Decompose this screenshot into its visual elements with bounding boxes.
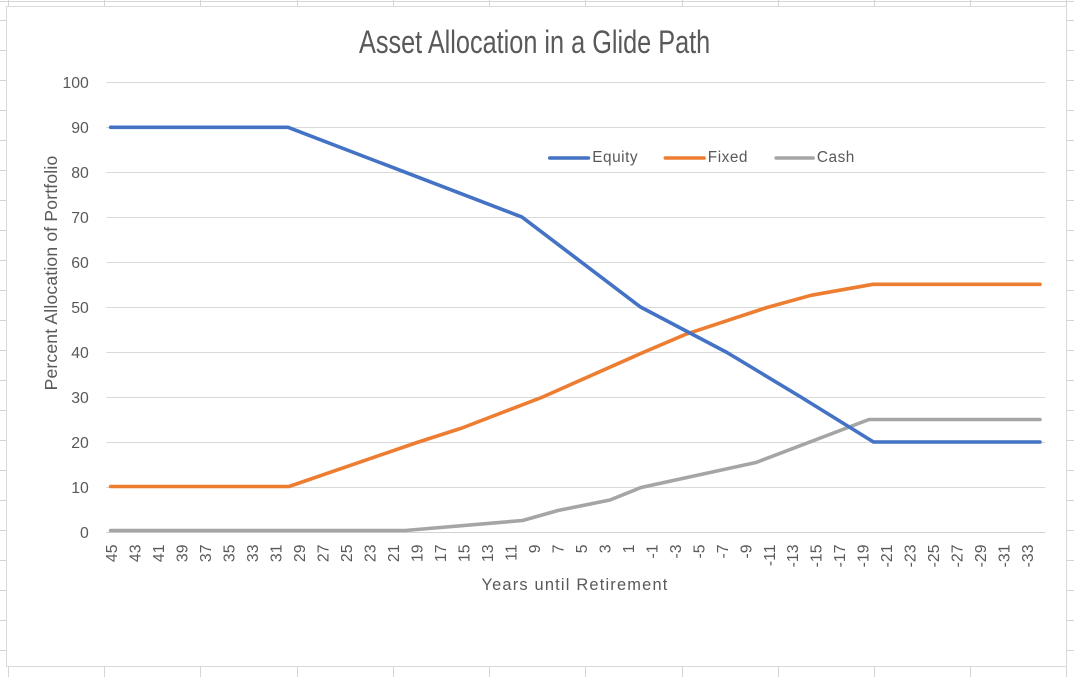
svg-text:-17: -17 (832, 545, 849, 568)
svg-text:0: 0 (80, 525, 89, 542)
svg-text:39: 39 (175, 544, 192, 562)
svg-text:27: 27 (315, 545, 332, 563)
svg-text:3: 3 (597, 544, 614, 553)
svg-text:-13: -13 (785, 544, 802, 567)
svg-text:-11: -11 (762, 544, 779, 566)
svg-text:13: 13 (480, 544, 497, 562)
svg-text:41: 41 (151, 544, 168, 562)
svg-text:-3: -3 (668, 544, 685, 558)
svg-text:-33: -33 (1020, 544, 1037, 567)
svg-text:Asset Allocation in a Glide Pa: Asset Allocation in a Glide Path (359, 25, 710, 61)
svg-text:7: 7 (550, 545, 567, 554)
svg-text:10: 10 (71, 480, 89, 497)
svg-text:-31: -31 (997, 544, 1014, 567)
svg-text:23: 23 (362, 544, 379, 562)
svg-text:19: 19 (409, 544, 426, 562)
svg-text:43: 43 (128, 544, 145, 562)
svg-text:35: 35 (221, 544, 238, 562)
svg-text:5: 5 (574, 544, 591, 553)
svg-text:Years until Retirement: Years until Retirement (481, 576, 668, 594)
svg-text:1: 1 (621, 544, 638, 553)
svg-text:40: 40 (71, 345, 89, 362)
svg-text:15: 15 (456, 544, 473, 562)
svg-text:80: 80 (71, 165, 89, 182)
svg-text:-7: -7 (715, 545, 732, 559)
svg-text:100: 100 (62, 75, 89, 92)
svg-text:-27: -27 (950, 545, 967, 568)
svg-text:30: 30 (71, 390, 89, 407)
svg-text:31: 31 (268, 544, 285, 562)
svg-text:-1: -1 (644, 544, 661, 558)
svg-text:-23: -23 (903, 544, 920, 567)
svg-text:-9: -9 (738, 544, 755, 558)
svg-text:-29: -29 (973, 544, 990, 567)
svg-text:11: 11 (503, 544, 520, 561)
svg-text:-25: -25 (926, 544, 943, 567)
svg-text:-21: -21 (879, 544, 896, 567)
svg-text:37: 37 (198, 545, 215, 563)
svg-text:21: 21 (386, 544, 403, 562)
svg-text:20: 20 (71, 435, 89, 452)
svg-text:-5: -5 (691, 544, 708, 558)
svg-text:-15: -15 (809, 544, 826, 567)
svg-text:70: 70 (71, 210, 89, 227)
svg-text:45: 45 (104, 544, 121, 562)
svg-text:25: 25 (339, 544, 356, 562)
svg-text:9: 9 (527, 544, 544, 553)
svg-text:50: 50 (71, 300, 89, 317)
svg-text:Equity: Equity (592, 149, 638, 166)
svg-text:90: 90 (71, 120, 89, 137)
svg-text:29: 29 (292, 544, 309, 562)
svg-text:Fixed: Fixed (708, 149, 748, 166)
svg-text:60: 60 (71, 255, 89, 272)
svg-text:Percent Allocation of Portfoli: Percent Allocation of Portfolio (41, 156, 61, 391)
svg-text:17: 17 (433, 545, 450, 563)
svg-text:Cash: Cash (817, 149, 855, 166)
svg-text:33: 33 (245, 544, 262, 562)
svg-text:-19: -19 (856, 544, 873, 567)
